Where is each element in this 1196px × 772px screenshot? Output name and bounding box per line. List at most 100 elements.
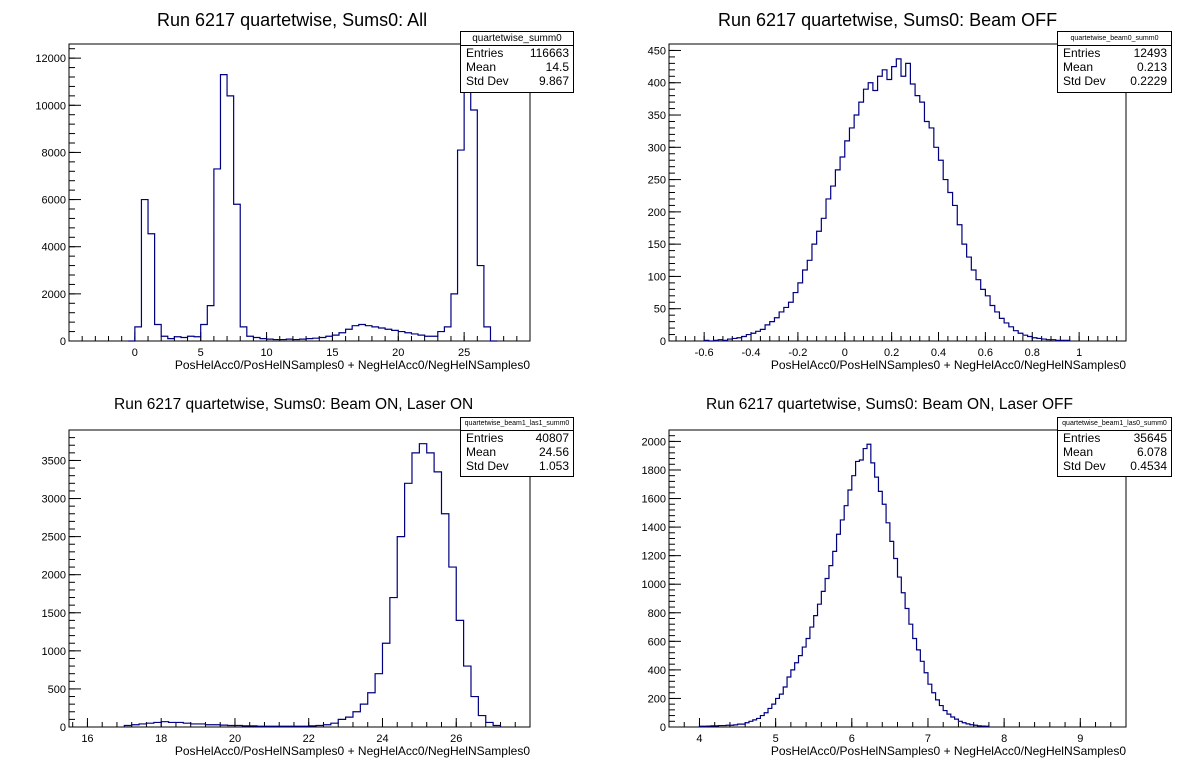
y-tick-label: 1200	[642, 551, 666, 563]
histogram-plot: 0 500 1000 1500 2000 2500 3000 3500 16 18 20 22 24 26…	[42, 429, 531, 758]
histogram-bin	[894, 559, 898, 727]
histogram-series-line	[698, 443, 990, 727]
x-tick-label: -0.6	[695, 347, 714, 359]
y-tick-label: 1600	[642, 494, 666, 506]
histogram-pad-beam-on-laser-on: Run 6217 quartetwise, Sums0: Beam ON, La…	[0, 386, 598, 772]
histogram-bin	[906, 63, 911, 341]
x-tick-label: 8	[1001, 733, 1007, 745]
histogram-bin	[957, 225, 962, 341]
y-tick-label: 400	[648, 78, 666, 90]
histogram-bin	[418, 335, 425, 341]
y-tick-label: 1500	[42, 608, 66, 620]
stats-mean: 6.078	[1136, 445, 1167, 459]
histogram-bin	[953, 205, 958, 341]
histogram-bin	[793, 293, 798, 341]
histogram-bin	[478, 716, 485, 727]
chart-title: Run 6217 quartetwise, Sums0: All	[157, 10, 428, 30]
y-tick-label: 2000	[42, 289, 66, 301]
x-tick-label: 18	[155, 733, 167, 745]
histogram-bin	[812, 244, 817, 341]
histogram-bin	[441, 514, 448, 727]
histogram-bin	[852, 476, 856, 727]
histogram-bin	[382, 643, 389, 727]
x-tick-label: 9	[1077, 733, 1083, 745]
histogram-bin	[1023, 335, 1028, 341]
histogram-bin	[372, 327, 379, 341]
x-axis-title: PosHelAcc0/PosHelNSamples0 + NegHelAcc0/…	[771, 358, 1126, 372]
y-tick-label: 0	[60, 722, 66, 734]
histogram-bin	[844, 506, 848, 727]
histogram-bin	[825, 579, 829, 728]
stats-name: quartetwise_beam0_summ0	[1058, 32, 1171, 46]
x-axis-title: PosHelAcc0/PosHelNSamples0 + NegHelAcc0/…	[175, 744, 530, 758]
histogram-bin	[810, 627, 814, 727]
histogram-bin	[845, 141, 850, 341]
histogram-bin	[821, 591, 825, 727]
histogram-bin	[901, 76, 906, 341]
histogram-bin	[948, 193, 953, 342]
histogram-bin	[910, 84, 915, 341]
histogram-bin	[887, 80, 892, 341]
histogram-bin	[1004, 323, 1009, 341]
histogram-bin	[818, 604, 822, 727]
stats-name: quartetwise_summ0	[461, 32, 573, 46]
histogram-bin	[875, 477, 879, 727]
x-tick-label: 10	[260, 347, 272, 359]
histogram-bin	[405, 333, 412, 341]
x-tick-label: 5	[198, 347, 204, 359]
histogram-bin	[141, 200, 148, 341]
histogram-bin	[477, 266, 484, 341]
histogram-pad-beam-on-laser-off: Run 6217 quartetwise, Sums0: Beam ON, La…	[598, 386, 1196, 772]
stats-entries: 40807	[535, 431, 569, 445]
y-tick-label: 6000	[42, 195, 66, 207]
histogram-bin	[882, 70, 887, 341]
y-tick-label: 0	[60, 336, 66, 348]
histogram-bin	[155, 325, 162, 342]
y-tick-label: 600	[648, 636, 666, 648]
x-axis-title: PosHelAcc0/PosHelNSamples0 + NegHelAcc0/…	[771, 744, 1126, 758]
y-tick-label: 2500	[42, 532, 66, 544]
stats-box: quartetwise_summ0 Entries 116663 Mean 14.5…	[460, 31, 574, 93]
histogram-bin	[486, 722, 493, 727]
histogram-bin	[840, 157, 845, 341]
histogram-bin	[791, 670, 795, 727]
histogram-bin	[365, 326, 372, 341]
stats-entries: 35645	[1133, 431, 1167, 445]
histogram-bin	[326, 336, 333, 341]
y-tick-label: 800	[648, 608, 666, 620]
histogram-bin	[999, 318, 1004, 341]
histogram-bin	[464, 61, 471, 342]
histogram-bin	[848, 490, 852, 727]
histogram-bin	[920, 102, 925, 341]
histogram-bin	[913, 638, 917, 727]
histogram-bin	[751, 333, 756, 341]
histogram-bin	[1028, 336, 1033, 341]
histogram-bin	[873, 90, 878, 341]
histogram-bin	[174, 337, 181, 341]
y-tick-label: 2000	[642, 436, 666, 448]
stats-std-dev: 9.867	[538, 74, 569, 88]
y-tick-label: 12000	[35, 53, 66, 65]
histogram-bin	[826, 199, 831, 341]
histogram-bin	[795, 663, 799, 727]
histogram-bin	[464, 666, 471, 727]
histogram-bin	[849, 128, 854, 341]
x-tick-label: 0.6	[978, 347, 993, 359]
histogram-bin	[798, 283, 803, 341]
x-tick-label: 26	[450, 733, 462, 745]
y-tick-label: 400	[648, 665, 666, 677]
y-tick-label: 300	[648, 142, 666, 154]
plot-frame	[68, 43, 531, 342]
x-tick-label: 1	[1076, 347, 1082, 359]
x-tick-label: 6	[849, 733, 855, 745]
y-tick-label: 50	[654, 304, 666, 316]
histogram-bin	[909, 624, 913, 727]
histogram-bin	[981, 289, 986, 341]
histogram-series-line	[123, 443, 502, 727]
y-tick-label: 350	[648, 110, 666, 122]
histogram-bin	[807, 260, 812, 341]
histogram-bin	[458, 150, 465, 341]
histogram-bin	[943, 180, 948, 341]
x-tick-label: 22	[303, 733, 315, 745]
histogram-bin	[901, 593, 905, 727]
